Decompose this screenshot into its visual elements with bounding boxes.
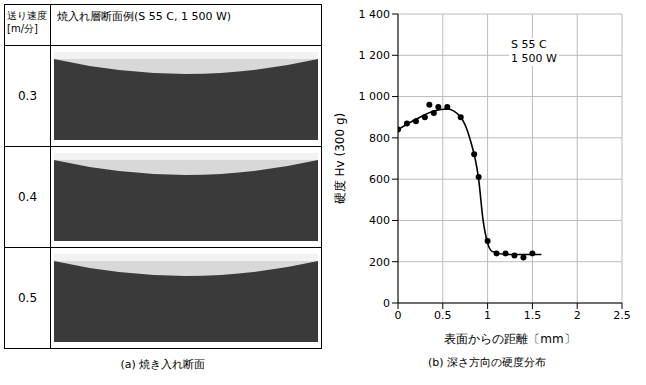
html-text:S 55 C: S 55 C <box>511 38 547 51</box>
svg-text:1 200: 1 200 <box>359 49 391 62</box>
svg-text:1 000: 1 000 <box>359 90 391 103</box>
svg-text:1: 1 <box>484 309 491 322</box>
svg-text:1 400: 1 400 <box>359 8 391 21</box>
html-text:送り速度[m/分]: 送り速度[m/分] <box>7 10 47 34</box>
svg-text:硬度 Hv (300 g): 硬度 Hv (300 g) <box>334 113 347 204</box>
html-text:焼入れ層断面例(S 55 C, 1 500 W): 焼入れ層断面例(S 55 C, 1 500 W) <box>57 10 232 23</box>
svg-text:表面からの距離〔mm〕: 表面からの距離〔mm〕 <box>444 332 575 346</box>
svg-text:0: 0 <box>383 297 390 310</box>
svg-text:2: 2 <box>574 309 581 322</box>
html-text:(a) 焼き入れ断面: (a) 焼き入れ断面 <box>120 358 206 371</box>
svg-text:800: 800 <box>369 132 390 145</box>
svg-text:1.5: 1.5 <box>524 309 542 322</box>
svg-text:0: 0 <box>395 309 402 322</box>
svg-text:400: 400 <box>369 214 390 227</box>
svg-text:0.5: 0.5 <box>434 309 452 322</box>
html-text:0.4: 0.4 <box>18 190 37 204</box>
html-text:(b) 深さ方向の硬度分布: (b) 深さ方向の硬度分布 <box>428 356 546 369</box>
svg-text:600: 600 <box>369 173 390 186</box>
html-text:1 500 W: 1 500 W <box>511 52 557 65</box>
html-text:0.5: 0.5 <box>18 291 37 305</box>
svg-text:200: 200 <box>369 256 390 269</box>
html-text:0.3: 0.3 <box>18 89 37 103</box>
svg-text:2.5: 2.5 <box>613 309 631 322</box>
